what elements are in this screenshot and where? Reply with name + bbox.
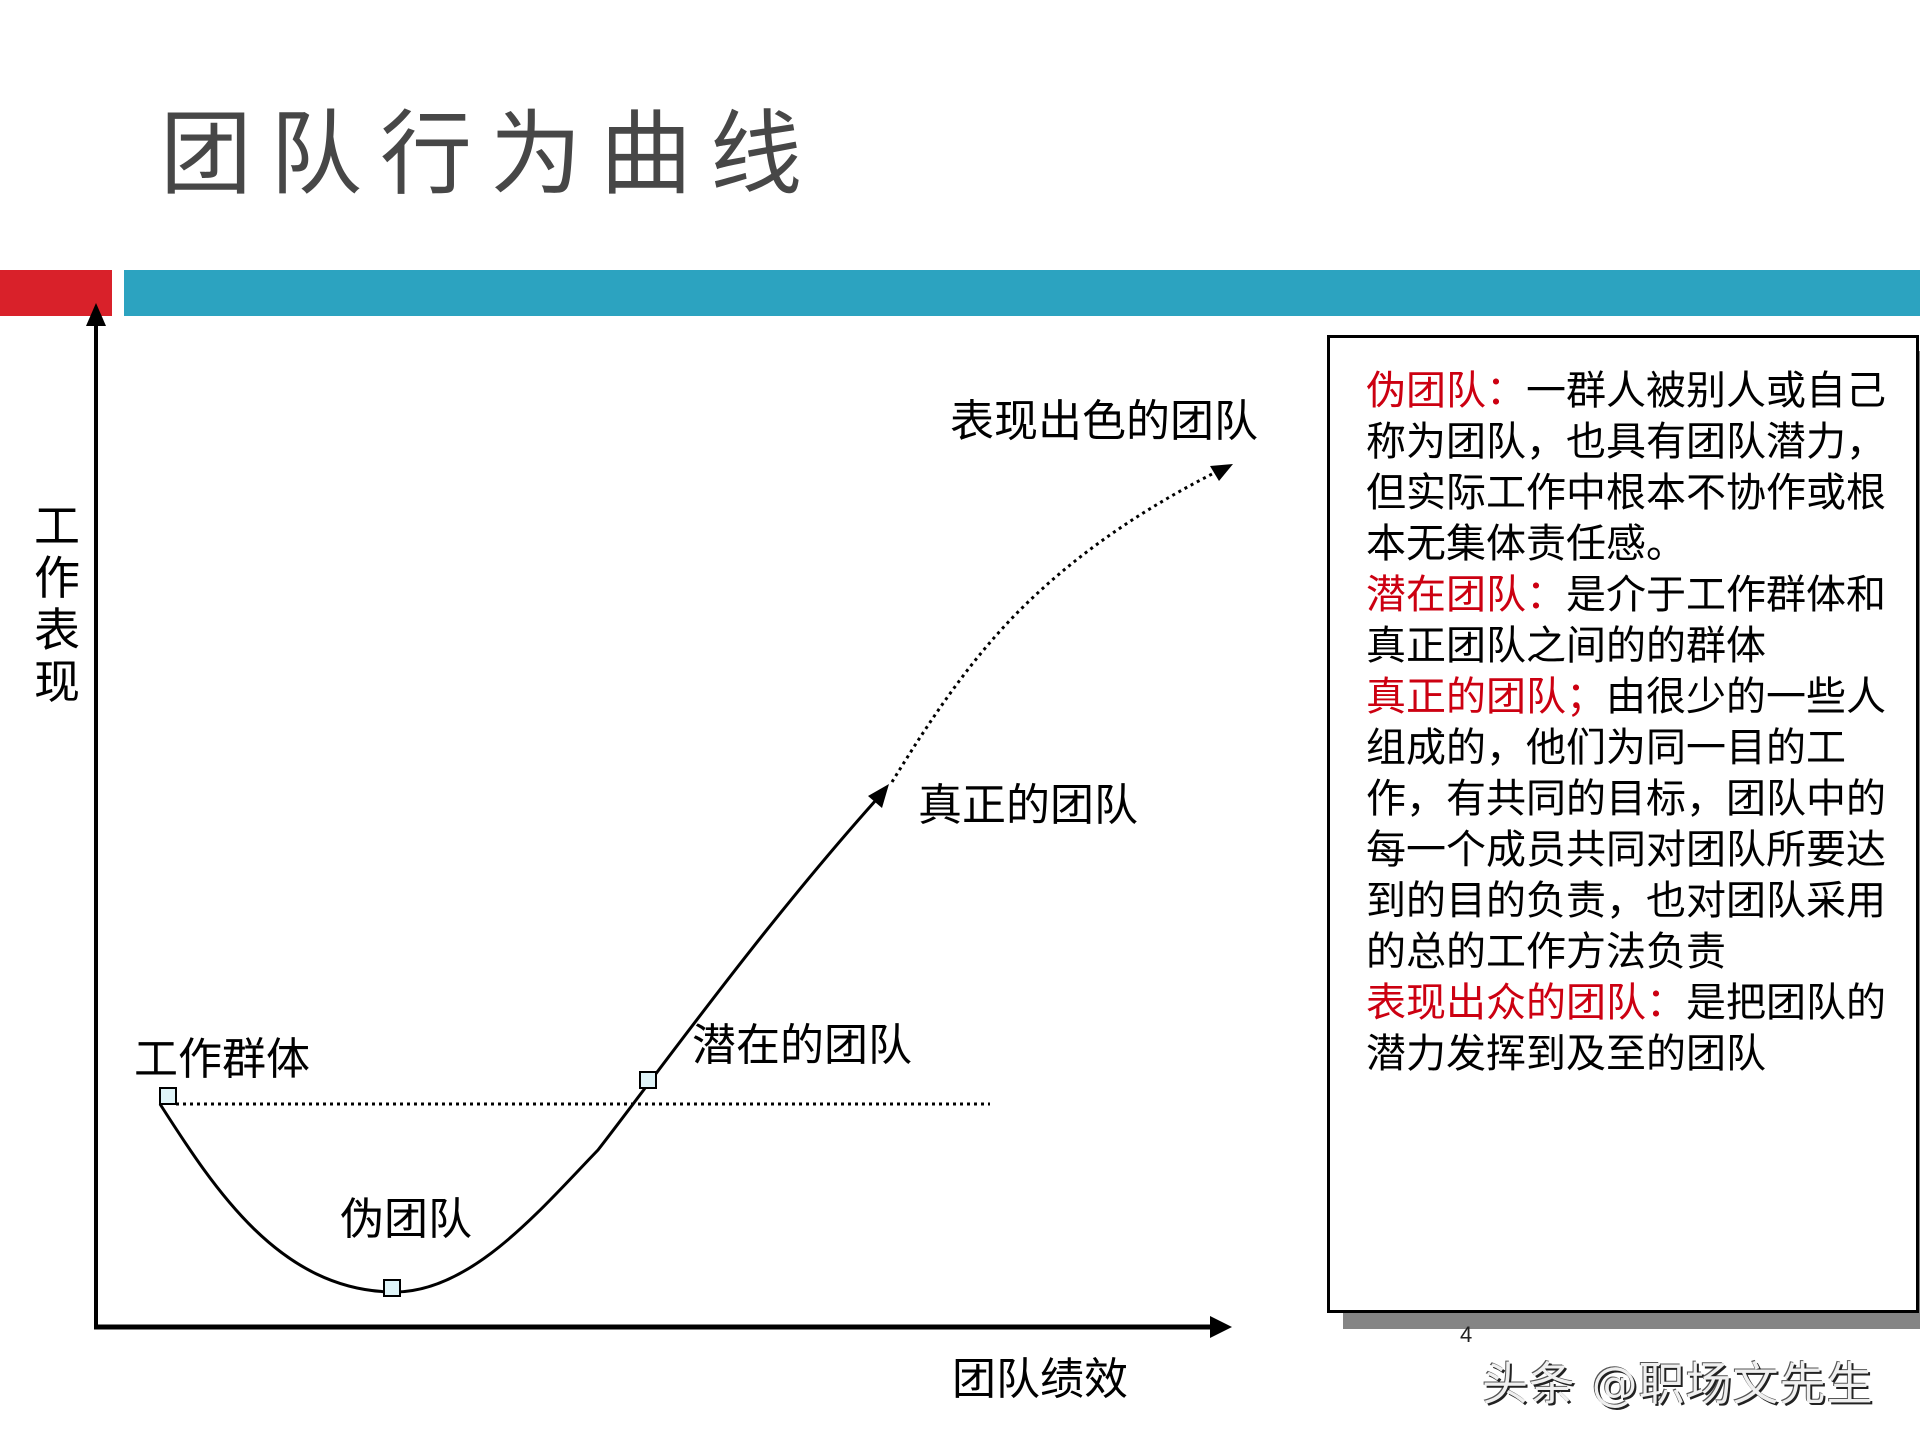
label-potential-team: 潜在的团队 [692,1020,912,1071]
work-group-marker [159,1087,177,1105]
y-axis-label-char: 表 [34,603,80,657]
performance-curve [158,799,878,1294]
y-axis-label: 工 作 表 现 [32,500,82,708]
definition-text: 是介于工作群体和真正团队之间的的群体 [1366,572,1886,669]
y-axis-arrow-icon [86,303,106,326]
page-number: 4 [1460,1322,1473,1347]
definition-term: 表现出众的团队： [1366,980,1686,1026]
definition-high-performing-team: 表现出众的团队：是把团队的潜力发挥到及至的团队 [1366,978,1906,1080]
definitions-box: 伪团队：一群人被别人或自己称为团队，也具有团队潜力，但实际工作中根本不协作或根本… [1327,335,1919,1313]
label-work-group: 工作群体 [134,1034,310,1085]
label-real-team: 真正的团队 [918,780,1138,831]
slide-title: 团队行为曲线 [160,101,821,208]
definition-pseudo-team: 伪团队：一群人被别人或自己称为团队，也具有团队潜力，但实际工作中根本不协作或根本… [1366,366,1906,570]
watermark: 头条 @职场文先生 [1482,1357,1874,1411]
x-axis-label: 团队绩效 [952,1354,1128,1405]
x-axis-arrow-icon [1210,1316,1232,1338]
y-axis-label-char: 工 [34,499,80,553]
label-high-performing-team: 表现出色的团队 [950,396,1258,447]
potential-team-marker [639,1071,657,1089]
definition-term: 潜在团队： [1366,572,1566,618]
real-team-arrow-icon [868,784,889,808]
definition-term: 真正的团队； [1366,674,1606,720]
label-pseudo-team: 伪团队 [340,1194,472,1245]
definition-text: 是把团队的潜力发挥到及至的团队 [1366,980,1886,1077]
pseudo-team-marker [383,1279,401,1297]
definition-real-team: 真正的团队；由很少的一些人组成的，他们为同一目的工作，有共同的目标，团队中的每一… [1366,672,1906,978]
y-axis-label-char: 作 [34,551,80,605]
high-performance-projection [890,468,1221,783]
high-performance-arrow-icon [1210,464,1233,481]
accent-bar-red [0,270,112,316]
definition-potential-team: 潜在团队：是介于工作群体和真正团队之间的的群体 [1366,570,1906,672]
y-axis-label-char: 现 [34,655,80,709]
definition-term: 伪团队： [1366,368,1526,414]
definition-text: 一群人被别人或自己称为团队，也具有团队潜力，但实际工作中根本不协作或根本无集体责… [1366,368,1886,567]
accent-bar-blue [124,270,1920,316]
definition-text: 由很少的一些人组成的，他们为同一目的工作，有共同的目标，团队中的每一个成员共同对… [1366,674,1886,975]
